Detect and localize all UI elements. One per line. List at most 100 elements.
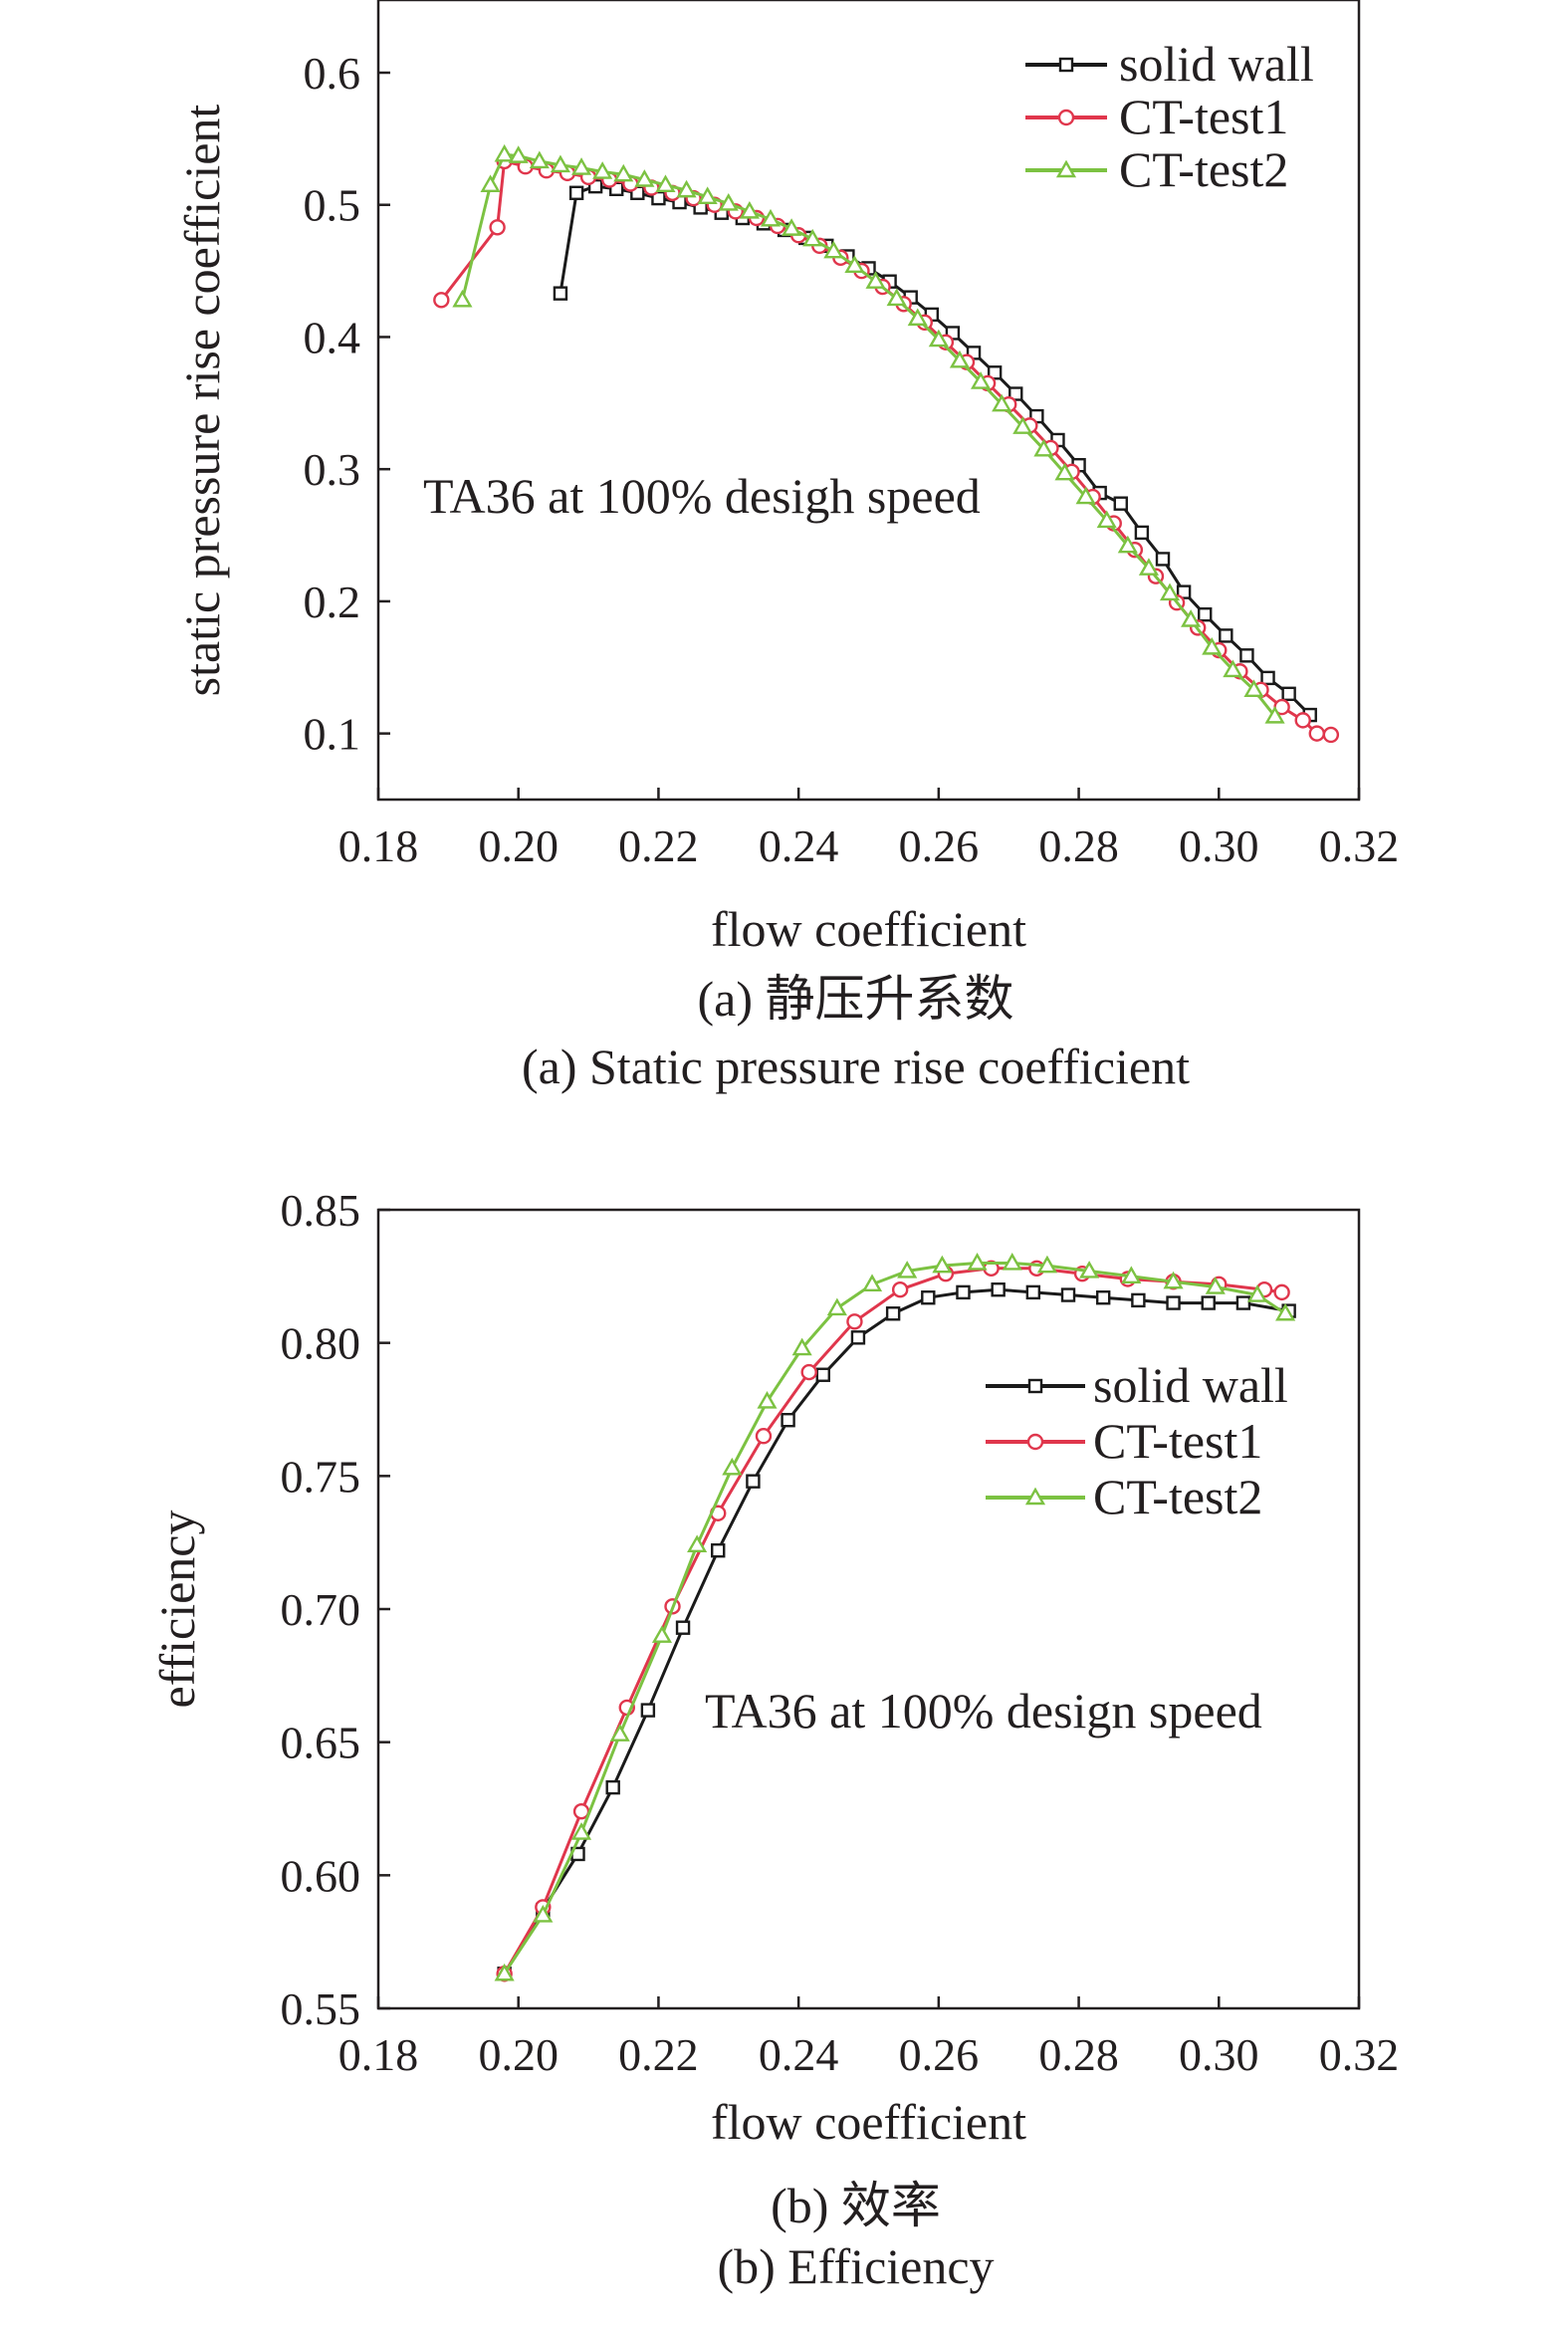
data-point xyxy=(800,1363,817,1381)
data-point xyxy=(687,1534,708,1553)
data-point xyxy=(550,154,570,173)
legend-marker xyxy=(1057,109,1075,126)
data-point xyxy=(1138,558,1159,576)
data-point xyxy=(1264,705,1285,724)
data-point xyxy=(568,185,584,200)
data-point xyxy=(1166,1295,1181,1310)
legend-label: CT-test2 xyxy=(1093,1469,1262,1524)
data-point xyxy=(1198,606,1213,622)
data-point xyxy=(508,145,529,163)
data-point xyxy=(1159,582,1181,601)
x-tick-label: 0.30 xyxy=(1179,820,1259,871)
data-point xyxy=(711,1542,726,1558)
legend-label: solid wall xyxy=(1093,1357,1288,1413)
legend-label: CT-test2 xyxy=(1119,141,1288,197)
data-point xyxy=(494,1963,515,1981)
x-tick-label: 0.24 xyxy=(759,820,839,871)
chart-svg: 0.18 0.20 0.22 0.24 0.26 0.28 0.30 0.32 0.1 0.2 0.… xyxy=(174,0,1400,1094)
y-tick-label: 0.85 xyxy=(281,1185,361,1236)
y-tick-label: 0.75 xyxy=(281,1451,361,1502)
y-axis-label: static pressure rise coefficient xyxy=(174,105,230,697)
x-tick-label: 0.32 xyxy=(1319,2029,1400,2080)
legend-marker xyxy=(1027,1378,1043,1394)
x-tick-label: 0.32 xyxy=(1319,820,1400,871)
legend-label: CT-test1 xyxy=(1093,1413,1262,1469)
data-point xyxy=(1113,496,1128,511)
data-point xyxy=(1223,659,1243,678)
data-point xyxy=(452,289,473,308)
data-point xyxy=(718,192,739,211)
y-tick-label: 0.5 xyxy=(304,180,361,231)
data-point xyxy=(1205,1277,1226,1294)
data-point xyxy=(1281,686,1296,702)
data-point xyxy=(722,1457,743,1476)
data-point xyxy=(1176,584,1192,599)
data-point xyxy=(1235,1295,1251,1310)
data-point xyxy=(1219,628,1233,643)
data-point xyxy=(1163,1271,1184,1289)
data-point xyxy=(533,1905,554,1923)
data-point xyxy=(640,1703,656,1718)
data-point xyxy=(1243,679,1264,698)
data-point xyxy=(992,393,1012,412)
data-point xyxy=(676,179,697,198)
data-point xyxy=(846,1313,863,1330)
data-point xyxy=(1117,535,1138,554)
data-point xyxy=(967,1253,988,1271)
legend-marker xyxy=(1026,1433,1044,1451)
data-point xyxy=(1308,725,1325,742)
legend-marker xyxy=(1055,159,1077,178)
chart-annotation: TA36 at 100% design speed xyxy=(705,1683,1262,1739)
caption-english: (a) Static pressure rise coefficient xyxy=(522,1039,1190,1094)
data-point xyxy=(844,255,865,273)
data-point xyxy=(1246,1284,1268,1302)
x-tick-label: 0.18 xyxy=(338,820,419,871)
data-point xyxy=(1096,510,1117,529)
data-point xyxy=(757,1391,778,1409)
data-point xyxy=(651,190,666,206)
y-tick-label: 0.3 xyxy=(304,444,361,495)
data-point xyxy=(1095,1290,1111,1305)
x-axis-label: flow coefficient xyxy=(711,901,1026,957)
data-point xyxy=(605,1779,620,1795)
x-axis-label: flow coefficient xyxy=(711,2094,1026,2150)
data-point xyxy=(861,1274,883,1292)
series-line xyxy=(460,152,1276,718)
data-point xyxy=(592,161,613,179)
data-point xyxy=(1079,1261,1100,1279)
data-point xyxy=(655,174,676,193)
y-tick-label: 0.80 xyxy=(281,1318,361,1369)
data-point xyxy=(609,1724,630,1742)
y-tick-label: 0.6 xyxy=(304,48,361,99)
legend-label: solid wall xyxy=(1119,36,1314,92)
data-point xyxy=(850,1330,866,1345)
y-tick-label: 0.65 xyxy=(281,1718,361,1768)
x-tick-label: 0.30 xyxy=(1179,2029,1259,2080)
data-point xyxy=(760,208,782,227)
x-tick-label: 0.28 xyxy=(1038,2029,1119,2080)
data-point xyxy=(802,228,823,247)
data-point xyxy=(634,169,655,187)
x-tick-label: 0.26 xyxy=(899,2029,980,2080)
chart-a: 0.18 0.20 0.22 0.24 0.26 0.28 0.30 0.32 0.1 0.2 0.… xyxy=(0,0,1568,1145)
data-point xyxy=(891,1280,909,1298)
data-point xyxy=(1155,552,1171,567)
data-point xyxy=(697,186,718,204)
series-line xyxy=(440,159,1332,737)
data-point xyxy=(1036,1255,1057,1274)
y-tick-label: 0.2 xyxy=(304,577,361,627)
data-point xyxy=(932,1255,953,1274)
data-point xyxy=(746,1474,761,1489)
data-point xyxy=(739,200,760,219)
x-tick-label: 0.22 xyxy=(618,2029,699,2080)
data-point xyxy=(781,1412,795,1428)
data-point xyxy=(1012,416,1033,434)
data-point xyxy=(815,1367,830,1382)
y-tick-label: 0.55 xyxy=(281,1983,361,2034)
data-point xyxy=(1181,609,1202,627)
data-point xyxy=(886,288,907,307)
data-point xyxy=(1131,1292,1146,1308)
data-point xyxy=(928,329,949,348)
